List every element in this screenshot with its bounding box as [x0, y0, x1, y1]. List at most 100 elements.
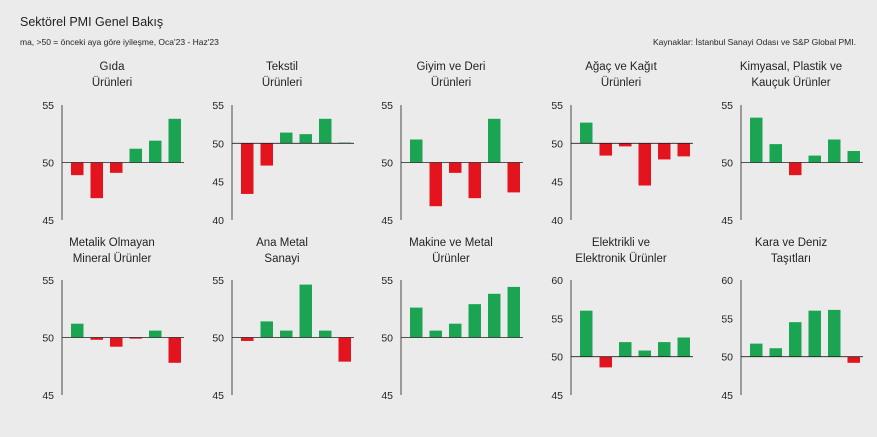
panel-9: Elektrikli ve Elektronik Ürünler 45 50 55 60 — [551, 237, 693, 402]
y-tick-label: 50 — [721, 352, 733, 364]
y-tick-label: 55 — [551, 100, 563, 112]
bar — [789, 162, 802, 176]
y-tick-label: 45 — [721, 215, 733, 227]
bar — [90, 162, 103, 199]
bar — [808, 310, 821, 357]
bar — [168, 337, 181, 363]
panel-title-line: Sanayi — [264, 253, 299, 265]
y-tick-label: 45 — [381, 390, 393, 402]
bar — [241, 143, 254, 194]
panel-title-line: Kimyasal, Plastik ve — [740, 61, 842, 73]
bar — [110, 162, 123, 173]
panel-title-line: Gıda — [100, 61, 126, 73]
panel-6: Metalik Olmayan Mineral Ürünler 45 50 55 — [42, 237, 184, 402]
bar — [638, 350, 651, 357]
bar — [449, 162, 462, 173]
y-tick-label: 55 — [381, 100, 393, 112]
bar — [599, 356, 612, 368]
panel-2: Tekstil Ürünleri 40 45 50 55 — [212, 61, 354, 227]
bar — [658, 342, 671, 357]
panel-title-line: Metalik Olmayan — [69, 237, 155, 249]
bar — [449, 323, 462, 338]
panel-5: Kimyasal, Plastik ve Kauçuk Ürünler 45 50 55 — [721, 61, 863, 227]
bar — [750, 343, 763, 357]
bar — [789, 322, 802, 357]
panel-10: Kara ve Deniz Taşıtları 45 50 55 60 — [721, 237, 863, 402]
y-tick-label: 40 — [551, 215, 563, 227]
bar — [599, 143, 612, 156]
panel-title-line: Makine ve Metal — [409, 237, 493, 249]
y-tick-label: 60 — [551, 275, 563, 287]
panel-1: Gıda Ürünleri 45 50 55 — [42, 61, 184, 227]
panel-title-line: Mineral Ürünler — [73, 253, 152, 265]
bar — [260, 321, 273, 338]
bar — [429, 162, 442, 207]
y-tick-label: 45 — [42, 215, 54, 227]
page-title: Sektörel PMI Genel Bakış — [20, 15, 164, 29]
y-tick-label: 45 — [721, 390, 733, 402]
bar — [847, 356, 860, 363]
panel-4: Ağaç ve Kağıt Ürünleri 40 45 50 55 — [551, 61, 693, 227]
y-tick-label: 45 — [551, 177, 563, 189]
bar — [319, 118, 332, 144]
y-tick-label: 50 — [721, 158, 733, 170]
y-tick-label: 50 — [551, 138, 563, 150]
bar — [90, 337, 103, 340]
y-tick-label: 50 — [212, 333, 224, 345]
bar — [338, 337, 351, 362]
bar — [129, 337, 142, 339]
panel-title-line: Taşıtları — [771, 253, 811, 265]
panel-7: Ana Metal Sanayi 45 50 55 — [212, 237, 354, 402]
bar — [507, 286, 520, 338]
bar — [488, 118, 501, 163]
bar — [149, 140, 162, 163]
bar — [750, 117, 763, 163]
panel-title-line: Kara ve Deniz — [755, 237, 827, 249]
y-tick-label: 50 — [551, 352, 563, 364]
y-tick-label: 55 — [212, 275, 224, 287]
bar — [847, 151, 860, 163]
bar — [260, 143, 273, 166]
y-tick-label: 50 — [42, 333, 54, 345]
bar — [429, 330, 442, 338]
panel-3: Giyim ve Deri Ürünleri 45 50 55 — [381, 61, 523, 227]
bar — [658, 143, 671, 160]
bar — [619, 342, 632, 357]
bar — [71, 323, 84, 338]
y-tick-label: 55 — [212, 100, 224, 112]
bar — [677, 337, 690, 357]
panel-title-line: Ürünleri — [262, 77, 302, 89]
bar — [410, 307, 423, 338]
bar — [280, 330, 293, 338]
y-tick-label: 55 — [551, 313, 563, 325]
source-note: Kaynaklar: İstanbul Sanayi Odası ve S&P … — [652, 37, 856, 47]
panel-title-line: Ana Metal — [256, 237, 308, 249]
panel-title-line: Ürünleri — [601, 77, 641, 89]
y-tick-label: 45 — [381, 215, 393, 227]
bar — [299, 134, 312, 144]
bar — [677, 143, 690, 157]
bar — [299, 284, 312, 338]
panel-8: Makine ve Metal Ürünler 45 50 55 — [381, 237, 523, 402]
panel-title-line: Giyim ve Deri — [416, 61, 485, 73]
bar — [619, 143, 632, 147]
bar — [507, 162, 520, 193]
panel-title-line: Elektrikli ve — [592, 237, 650, 249]
bar — [410, 139, 423, 163]
bar — [110, 337, 123, 347]
panel-title-line: Ürünler — [432, 253, 470, 265]
y-tick-label: 55 — [42, 275, 54, 287]
bar — [808, 155, 821, 163]
bar — [488, 293, 501, 338]
bar — [129, 148, 142, 163]
y-tick-label: 55 — [721, 100, 733, 112]
panel-title-line: Ağaç ve Kağıt — [585, 61, 657, 73]
bar — [828, 139, 841, 163]
y-tick-label: 55 — [42, 100, 54, 112]
bar — [580, 122, 593, 144]
y-tick-label: 50 — [42, 158, 54, 170]
y-tick-label: 50 — [381, 333, 393, 345]
bar — [828, 309, 841, 357]
y-tick-label: 55 — [381, 275, 393, 287]
